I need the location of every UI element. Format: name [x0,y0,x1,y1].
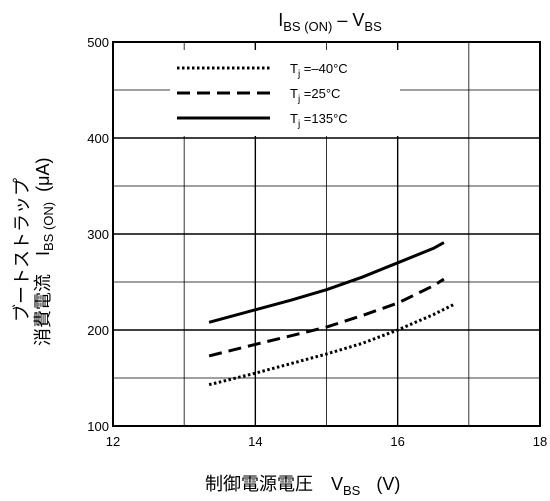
y-axis-ticks: 100 200 300 400 500 [87,35,109,434]
x-axis-label: 制御電源電圧 VBS (V) [205,474,400,498]
x-tick-label: 12 [106,434,120,449]
series-line-solid [208,241,445,324]
y-axis-label: ブートストラップ 消費電流 IBS (ON)(μA) [11,157,56,346]
chart-title: IBS (ON) – VBS [278,10,382,34]
legend-label-minus40: Tj =–40°C [290,61,348,80]
series-line-dashed [208,277,445,358]
plot-frame [112,41,541,427]
y-axis-label-line2: 消費電流 IBS (ON)(μA) [33,157,56,346]
legend-label-135: Tj =135°C [290,111,348,130]
legend-label-25: Tj =25°C [290,86,340,105]
y-tick-label: 200 [87,323,109,338]
x-tick-label: 18 [533,434,547,449]
x-tick-label: 16 [390,434,404,449]
y-tick-label: 400 [87,131,109,146]
legend: Tj =–40°C Tj =25°C Tj =135°C [170,50,400,136]
x-axis-ticks: 12 14 16 18 [106,434,547,449]
y-tick-label: 500 [87,35,109,50]
y-tick-label: 100 [87,419,109,434]
x-tick-label: 14 [248,434,262,449]
y-axis-label-line1: ブートストラップ [11,178,32,322]
series-layer [208,241,456,387]
series-line-dotted [208,302,456,387]
y-tick-label: 300 [87,227,109,242]
